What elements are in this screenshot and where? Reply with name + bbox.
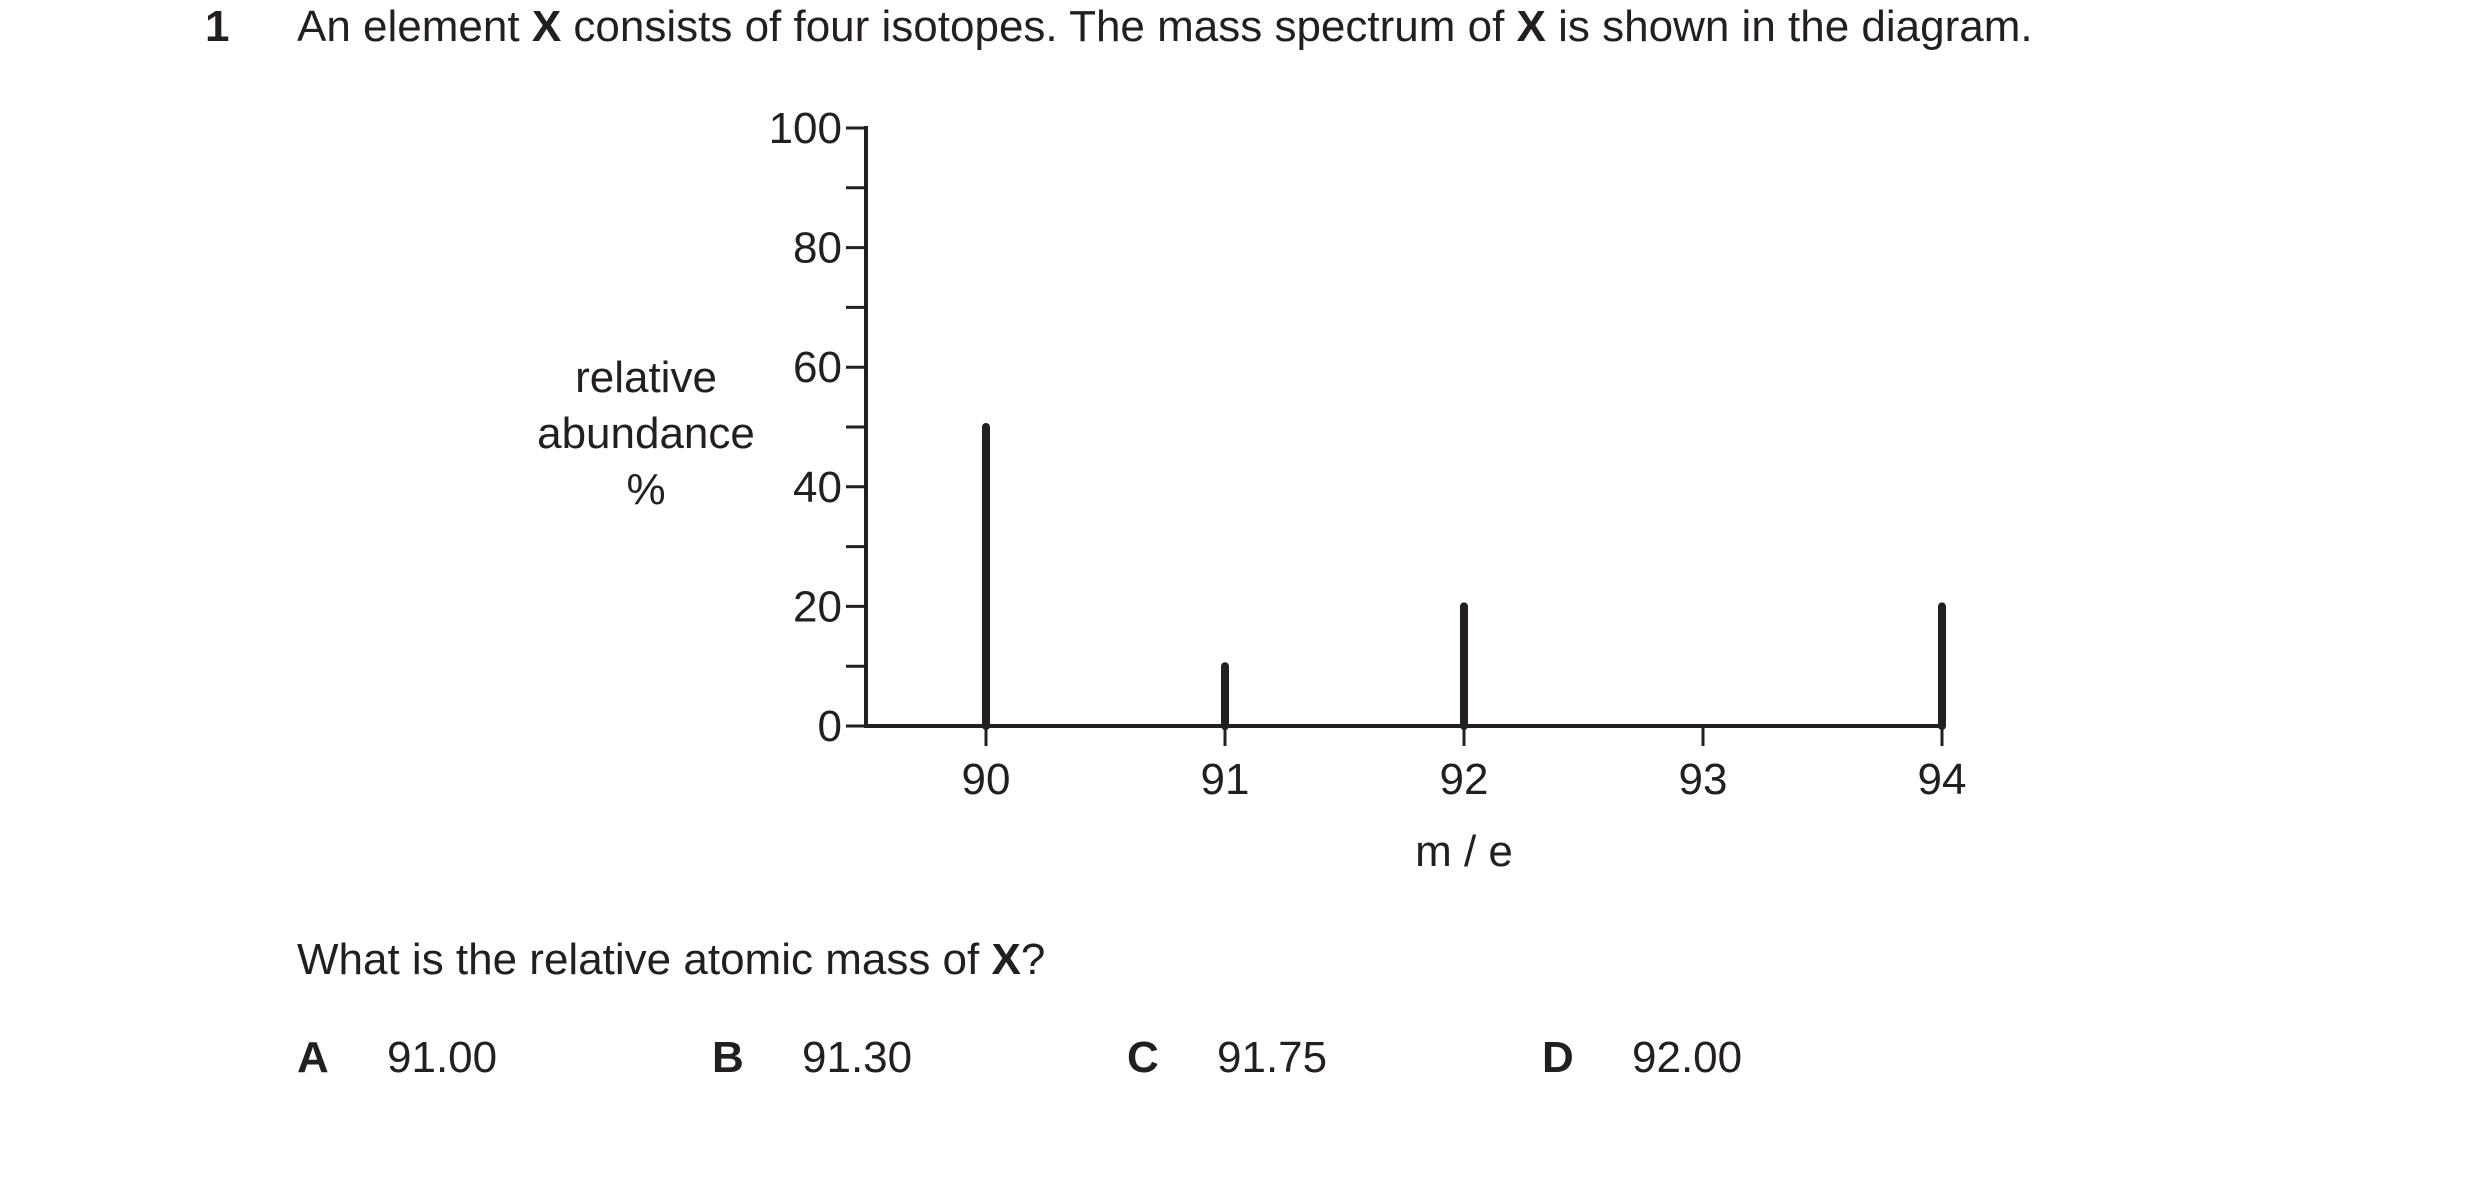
y-axis-label-line: relative [575,353,717,402]
y-tick-label: 100 [769,104,842,153]
stem-text-2: consists of four isotopes. The mass spec… [561,2,1517,51]
x-tick-label: 92 [1440,755,1489,804]
option-value: 91.30 [802,1033,913,1082]
y-axis-label: relative abundance % [520,350,772,518]
stem-text-1: An element [297,2,532,51]
option-letter: D [1542,1033,1574,1082]
option-letter: B [712,1033,744,1082]
y-tick-label: 80 [793,224,842,273]
x-tick-label: 93 [1679,755,1728,804]
x-tick-label: 90 [962,755,1011,804]
x-axis-label: m / e [1415,827,1513,876]
question-stem: An element X consists of four isotopes. … [297,2,2033,52]
option-d[interactable]: D 92.00 [1542,1033,1742,1083]
ask-text-2: ? [1020,935,1046,984]
y-tick-label: 40 [793,463,842,512]
question-prompt: What is the relative atomic mass of X? [297,935,1045,985]
x-tick-label: 94 [1918,755,1967,804]
element-symbol: X [991,935,1021,984]
mass-spectrum-chart: 0 20 40 60 80 100 90 91 92 93 94 m / e [769,104,1967,876]
y-tick-label: 20 [793,582,842,631]
y-tick-label: 0 [818,702,842,751]
y-axis-label-line: % [626,465,666,514]
question-number: 1 [205,2,230,51]
element-symbol: X [1516,2,1546,51]
option-value: 91.00 [387,1033,498,1082]
element-symbol: X [531,2,562,51]
option-c[interactable]: C 91.75 [1127,1033,1327,1083]
option-b[interactable]: B 91.30 [712,1033,912,1083]
option-letter: A [297,1033,329,1082]
y-tick-label: 60 [793,343,842,392]
ask-text-1: What is the relative atomic mass of [297,935,992,984]
stem-text-3: is shown in the diagram. [1545,2,2033,51]
option-a[interactable]: A 91.00 [297,1033,497,1083]
y-axis-label-line: abundance [537,409,755,458]
x-tick-label: 91 [1201,755,1250,804]
option-value: 91.75 [1217,1033,1328,1082]
option-letter: C [1127,1033,1159,1082]
option-value: 92.00 [1632,1033,1743,1082]
